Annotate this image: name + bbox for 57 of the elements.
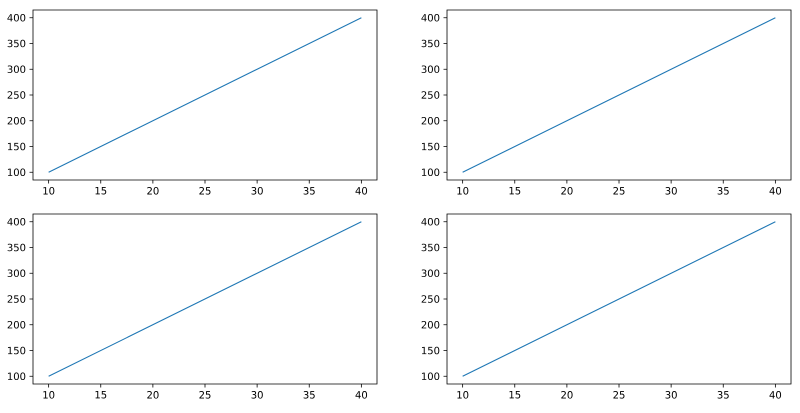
y-tick-label: 100 bbox=[8, 168, 26, 176]
y-tick-label: 350 bbox=[8, 244, 26, 252]
x-tick-label: 15 bbox=[509, 187, 520, 194]
x-tick-label: 10 bbox=[43, 391, 54, 399]
x-tick-label: 15 bbox=[95, 187, 106, 194]
x-tick-label: 30 bbox=[666, 391, 677, 399]
y-tick-label: 300 bbox=[8, 65, 26, 74]
x-tick-label: 25 bbox=[613, 391, 624, 399]
y-tick-label: 100 bbox=[422, 372, 440, 380]
x-tick-label: 40 bbox=[769, 391, 782, 399]
y-tick-label: 400 bbox=[421, 218, 440, 226]
y-tick-label: 150 bbox=[8, 346, 26, 354]
y-tick-label: 350 bbox=[8, 40, 26, 48]
y-tick-label: 200 bbox=[8, 320, 26, 329]
y-tick-label: 250 bbox=[422, 91, 440, 99]
x-tick-label: 25 bbox=[613, 187, 624, 195]
x-tick-label: 40 bbox=[769, 187, 782, 195]
y-tick-label: 300 bbox=[422, 269, 440, 278]
y-tick-label: 150 bbox=[422, 346, 440, 354]
x-tick-label: 15 bbox=[509, 391, 520, 398]
y-tick-label: 150 bbox=[8, 142, 26, 150]
x-tick-label: 20 bbox=[147, 187, 159, 195]
x-tick-label: 20 bbox=[561, 187, 573, 195]
x-tick-label: 40 bbox=[355, 391, 368, 399]
x-tick-label: 20 bbox=[147, 391, 159, 399]
x-tick-label: 30 bbox=[252, 391, 263, 399]
x-tick-label: 30 bbox=[666, 187, 677, 195]
y-tick-label: 100 bbox=[422, 168, 440, 176]
y-tick-label: 300 bbox=[422, 65, 440, 74]
y-tick-label: 250 bbox=[8, 295, 26, 303]
y-tick-label: 200 bbox=[422, 116, 440, 125]
x-tick-label: 15 bbox=[95, 391, 106, 398]
x-tick-label: 25 bbox=[199, 391, 210, 399]
x-tick-label: 10 bbox=[457, 391, 468, 399]
y-tick-label: 100 bbox=[8, 372, 26, 380]
x-tick-label: 35 bbox=[718, 187, 729, 195]
x-tick-label: 35 bbox=[718, 391, 729, 399]
x-tick-label: 40 bbox=[355, 187, 368, 195]
x-tick-label: 35 bbox=[304, 187, 315, 195]
x-tick-label: 25 bbox=[199, 187, 210, 195]
y-tick-label: 350 bbox=[422, 40, 440, 48]
y-tick-label: 200 bbox=[422, 320, 440, 329]
y-tick-label: 250 bbox=[8, 91, 26, 99]
y-tick-label: 150 bbox=[422, 142, 440, 150]
y-tick-label: 400 bbox=[421, 14, 440, 22]
y-tick-label: 200 bbox=[8, 116, 26, 125]
y-tick-label: 250 bbox=[422, 295, 440, 303]
line-series bbox=[462, 17, 776, 173]
x-tick-label: 30 bbox=[252, 187, 263, 195]
x-tick-label: 35 bbox=[304, 391, 315, 399]
x-tick-label: 10 bbox=[457, 187, 468, 195]
y-tick-label: 400 bbox=[7, 14, 26, 22]
x-tick-label: 20 bbox=[561, 391, 573, 399]
y-tick-label: 300 bbox=[8, 269, 26, 278]
x-tick-label: 10 bbox=[43, 187, 54, 195]
y-tick-label: 350 bbox=[422, 244, 440, 252]
y-tick-label: 400 bbox=[7, 218, 26, 226]
